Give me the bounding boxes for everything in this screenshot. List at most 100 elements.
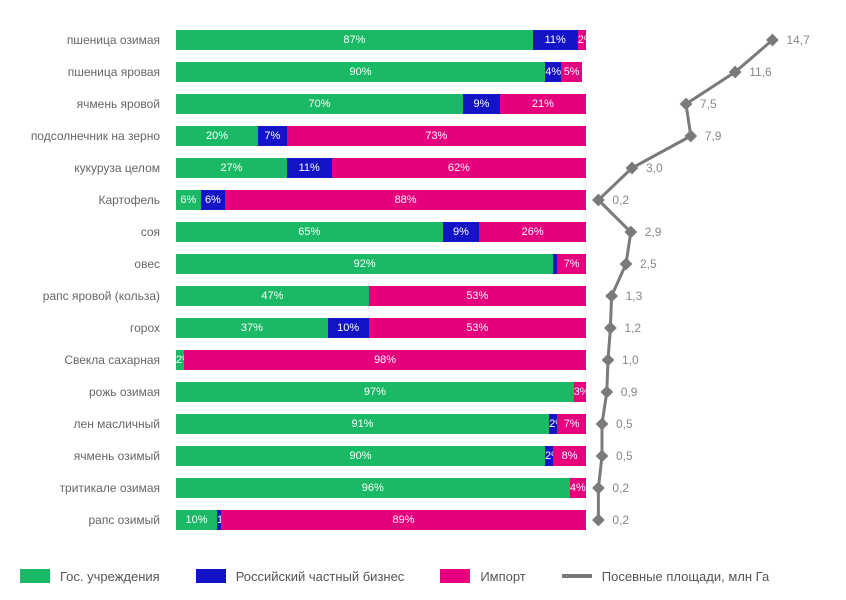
row-label: пшеница озимая xyxy=(0,24,168,56)
legend-item: Импорт xyxy=(440,569,525,584)
bar-segment-private: 9% xyxy=(463,94,500,114)
bar-segment-import: 73% xyxy=(287,126,586,146)
chart-root: пшеница озимая87%11%2%14,7пшеница яровая… xyxy=(0,0,846,600)
bar-segment-import: 62% xyxy=(332,158,586,178)
bar-segment-import: 7% xyxy=(557,254,586,274)
bar-segment-import: 2% xyxy=(578,30,586,50)
legend-label: Импорт xyxy=(480,569,525,584)
bar-segment-import: 53% xyxy=(369,318,586,338)
area-value-label: 1,0 xyxy=(622,344,639,376)
chart-row: горох 37%10%53% 1,2 xyxy=(0,312,846,344)
bar-track: 20%7%73% xyxy=(176,126,586,146)
chart-row: тритикале озимая 96%4% 0,2 xyxy=(0,472,846,504)
area-value-label: 1,3 xyxy=(626,280,643,312)
chart-row: ячмень яровой 70%9%21% 7,5 xyxy=(0,88,846,120)
chart-row: Картофель6%6%88%0,2 xyxy=(0,184,846,216)
legend-label: Гос. учреждения xyxy=(60,569,160,584)
legend-item: Гос. учреждения xyxy=(20,569,160,584)
chart-row: подсолнечник на зерно20%7%73%7,9 xyxy=(0,120,846,152)
bar-track: 10%1%89% xyxy=(176,510,586,530)
bar-track: 37%10%53% xyxy=(176,318,586,338)
bar-segment-gov: 87% xyxy=(176,30,533,50)
bar-track: 90%2%8% xyxy=(176,446,586,466)
bar-segment-gov: 96% xyxy=(176,478,570,498)
bar-segment-private: 6% xyxy=(201,190,226,210)
bar-segment-gov: 10% xyxy=(176,510,217,530)
bar-segment-gov: 65% xyxy=(176,222,443,242)
bar-segment-import: 53% xyxy=(369,286,586,306)
row-label: рожь озимая xyxy=(0,376,168,408)
row-label: лен масличный xyxy=(0,408,168,440)
chart-row: кукуруза целом 27%11%62% 3,0 xyxy=(0,152,846,184)
chart-row: пшеница яровая 90%4%5% 11,6 xyxy=(0,56,846,88)
bar-segment-gov: 97% xyxy=(176,382,574,402)
area-value-label: 0,9 xyxy=(621,376,638,408)
bar-track: 92%7% xyxy=(176,254,586,274)
bar-track: 70%9%21% xyxy=(176,94,586,114)
legend-swatch xyxy=(440,569,470,583)
bar-track: 47%53% xyxy=(176,286,586,306)
row-label: ячмень озимый xyxy=(0,440,168,472)
bar-segment-private: 10% xyxy=(328,318,369,338)
bar-segment-private: 9% xyxy=(443,222,480,242)
bar-segment-gov: 20% xyxy=(176,126,258,146)
row-label: рапс яровой (кольза) xyxy=(0,280,168,312)
row-label: горох xyxy=(0,312,168,344)
bar-segment-gov: 92% xyxy=(176,254,553,274)
bar-segment-import: 89% xyxy=(221,510,586,530)
area-value-label: 7,5 xyxy=(700,88,717,120)
row-label: тритикале озимая xyxy=(0,472,168,504)
chart-row: соя 65%9%26% 2,9 xyxy=(0,216,846,248)
row-label: овес xyxy=(0,248,168,280)
area-value-label: 11,6 xyxy=(749,56,771,88)
row-label: ячмень яровой xyxy=(0,88,168,120)
area-value-label: 0,5 xyxy=(616,440,633,472)
row-label: Свекла сахарная xyxy=(0,344,168,376)
legend-item: Посевные площади, млн Га xyxy=(562,569,769,584)
bar-segment-gov: 2% xyxy=(176,350,184,370)
legend-label: Российский частный бизнес xyxy=(236,569,405,584)
chart-row: рапс яровой (кольза) 47%53% 1,3 xyxy=(0,280,846,312)
row-label: кукуруза целом xyxy=(0,152,168,184)
chart-legend: Гос. учреждения Российский частный бизнес… xyxy=(20,566,826,586)
legend-swatch xyxy=(196,569,226,583)
bar-track: 97%3% xyxy=(176,382,586,402)
row-label: пшеница яровая xyxy=(0,56,168,88)
bar-segment-private: 2% xyxy=(549,414,557,434)
bar-track: 2%98% xyxy=(176,350,586,370)
bar-segment-import: 7% xyxy=(557,414,586,434)
chart-row: рапс озимый10%1%89%0,2 xyxy=(0,504,846,536)
chart-row: ячмень озимый 90%2%8% 0,5 xyxy=(0,440,846,472)
bar-track: 6%6%88% xyxy=(176,190,586,210)
bar-track: 91%2%7% xyxy=(176,414,586,434)
chart-row: Свекла сахарная 2%98% 1,0 xyxy=(0,344,846,376)
bar-track: 65%9%26% xyxy=(176,222,586,242)
row-label: Картофель xyxy=(0,184,168,216)
area-value-label: 0,2 xyxy=(612,184,629,216)
chart-row: пшеница озимая87%11%2%14,7 xyxy=(0,24,846,56)
area-value-label: 1,2 xyxy=(624,312,641,344)
area-value-label: 14,7 xyxy=(786,24,809,56)
bar-segment-import: 26% xyxy=(479,222,586,242)
bar-segment-import: 98% xyxy=(184,350,586,370)
area-value-label: 0,2 xyxy=(612,472,629,504)
bar-segment-gov: 91% xyxy=(176,414,549,434)
area-value-label: 7,9 xyxy=(705,120,722,152)
bar-track: 27%11%62% xyxy=(176,158,586,178)
area-value-label: 2,9 xyxy=(645,216,662,248)
bar-segment-gov: 90% xyxy=(176,62,545,82)
legend-swatch xyxy=(20,569,50,583)
bar-segment-import: 4% xyxy=(570,478,586,498)
bar-segment-gov: 70% xyxy=(176,94,463,114)
bar-segment-import: 88% xyxy=(225,190,586,210)
bar-segment-import: 5% xyxy=(561,62,582,82)
bar-segment-gov: 27% xyxy=(176,158,287,178)
bar-segment-private: 4% xyxy=(545,62,561,82)
legend-item: Российский частный бизнес xyxy=(196,569,405,584)
legend-label: Посевные площади, млн Га xyxy=(602,569,769,584)
legend-line-swatch xyxy=(562,574,592,578)
row-label: соя xyxy=(0,216,168,248)
bar-segment-gov: 6% xyxy=(176,190,201,210)
area-value-label: 3,0 xyxy=(646,152,663,184)
bar-segment-gov: 90% xyxy=(176,446,545,466)
